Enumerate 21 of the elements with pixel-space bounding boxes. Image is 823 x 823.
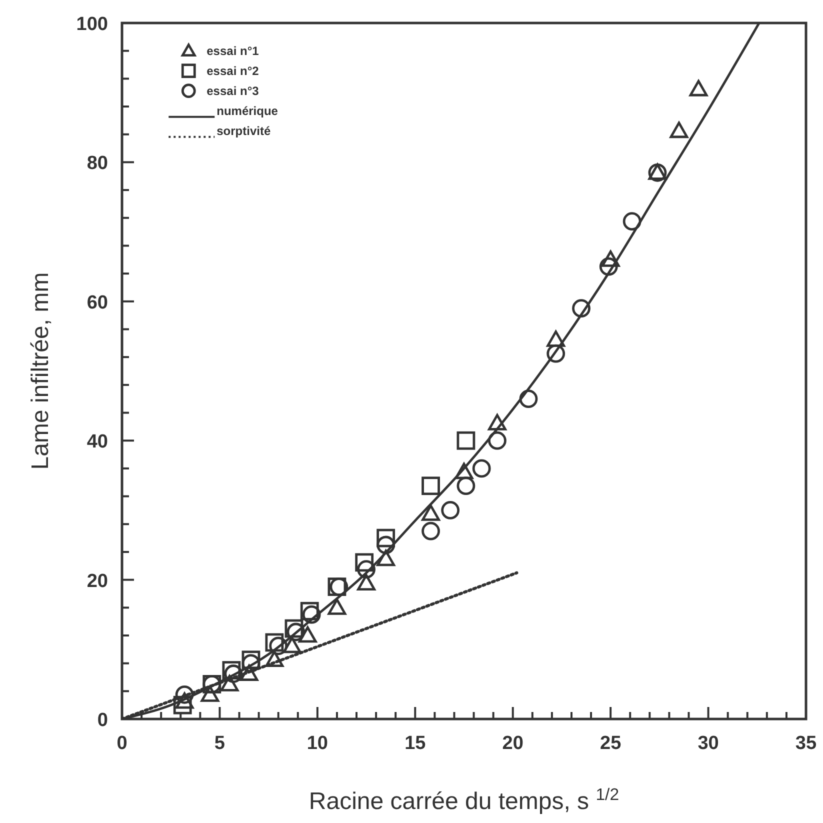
y-tick-label: 40 [86,432,108,453]
x-tick-label: 35 [795,733,817,754]
x-tick-label: 25 [600,733,622,754]
y-axis-title: Lame infiltrée, mm [27,272,54,470]
y-tick-label: 20 [86,570,108,592]
x-tick-label: 10 [306,733,328,754]
legend-label: essai n°1 [206,44,260,58]
legend-label: essai n°2 [206,64,260,78]
x-axis-title: Racine carrée du temps, s $^{1/2}$ [308,784,620,815]
legend-label: sorptivité [216,124,271,138]
y-tick-label: 0 [97,710,108,731]
y-tick-label: 100 [76,14,108,35]
legend-label: numérique [216,104,278,118]
y-tick-label: 80 [86,153,108,174]
x-tick-label: 20 [502,733,524,754]
x-tick-label: 5 [214,733,226,754]
x-tick-label: 15 [404,733,426,754]
legend-label: essai n°3 [206,84,260,98]
x-tick-label: 30 [698,733,719,754]
x-tick-label: 0 [116,733,128,754]
y-tick-label: 60 [86,292,108,314]
